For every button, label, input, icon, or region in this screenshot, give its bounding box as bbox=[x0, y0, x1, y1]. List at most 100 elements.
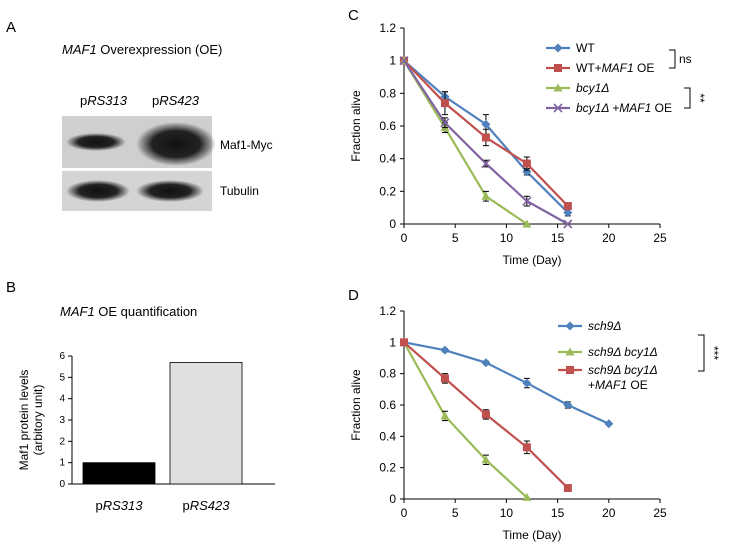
x-tick-label: 25 bbox=[653, 506, 667, 520]
x-tick-label: 15 bbox=[551, 231, 565, 245]
bar-y-tick-label: 5 bbox=[59, 372, 65, 383]
data-point bbox=[563, 208, 573, 218]
data-point bbox=[481, 159, 491, 169]
y-tick-label: 0.2 bbox=[379, 461, 396, 475]
data-point bbox=[481, 358, 491, 368]
panel-label-d: D bbox=[348, 287, 359, 304]
blot-band-maf1-lane2 bbox=[136, 122, 216, 166]
bar-y-tick-label: 0 bbox=[59, 479, 65, 490]
significance-label: *** bbox=[707, 346, 721, 360]
legend-marker bbox=[565, 347, 575, 356]
x-tick-label: 20 bbox=[602, 231, 616, 245]
data-point bbox=[481, 133, 490, 142]
data-point bbox=[481, 191, 491, 200]
significance-bracket bbox=[684, 87, 691, 109]
data-point bbox=[563, 400, 573, 410]
y-tick-label: 1.2 bbox=[379, 304, 396, 318]
data-point bbox=[400, 338, 408, 347]
y-tick-label: 0.4 bbox=[379, 429, 396, 443]
data-point bbox=[481, 455, 491, 464]
x-tick-label: 25 bbox=[653, 231, 667, 245]
bar-category-label: pRS423 bbox=[183, 498, 231, 513]
legend-marker bbox=[565, 321, 575, 331]
y-tick-label: 0.6 bbox=[379, 119, 396, 133]
y-tick-label: 1 bbox=[389, 335, 396, 349]
data-point bbox=[440, 374, 449, 383]
y-tick-label: 0 bbox=[389, 217, 396, 231]
x-tick-label: 10 bbox=[500, 506, 514, 520]
panel-label-a: A bbox=[6, 19, 16, 36]
legend-marker bbox=[553, 83, 563, 92]
legend-marker bbox=[554, 64, 562, 72]
x-axis-label: Time (Day) bbox=[503, 253, 562, 267]
series-line-2 bbox=[403, 341, 528, 499]
data-point bbox=[440, 345, 450, 355]
y-axis-label: Fraction alive bbox=[349, 90, 363, 162]
data-point bbox=[563, 484, 572, 493]
y-tick-label: 1.2 bbox=[379, 21, 396, 35]
x-axis-label: Time (Day) bbox=[503, 528, 562, 542]
x-tick-label: 15 bbox=[551, 506, 565, 520]
western-blot-panel: MAF1 Overexpression (OE) pRS313 pRS423 M… bbox=[62, 42, 273, 211]
x-tick-label: 0 bbox=[401, 231, 408, 245]
y-tick-label: 0.4 bbox=[379, 152, 396, 166]
bar-y-tick-label: 2 bbox=[59, 436, 65, 447]
y-axis-label: Fraction alive bbox=[349, 369, 363, 441]
data-point bbox=[399, 56, 409, 66]
bar-1 bbox=[82, 462, 156, 485]
blot-band-tubulin-lane2 bbox=[136, 180, 204, 202]
x-tick-label: 5 bbox=[452, 506, 459, 520]
data-point bbox=[563, 202, 572, 211]
y-tick-label: 1 bbox=[389, 54, 396, 68]
blot-lane-2-label: pRS423 bbox=[152, 93, 200, 108]
data-point bbox=[522, 378, 532, 388]
y-tick-label: 0.2 bbox=[379, 184, 396, 198]
x-tick-label: 20 bbox=[602, 506, 616, 520]
significance-bracket bbox=[698, 334, 705, 372]
data-point bbox=[440, 118, 450, 128]
data-point bbox=[522, 159, 531, 168]
blot-band-label-maf1: Maf1-Myc bbox=[220, 138, 273, 152]
significance-label: ns bbox=[679, 52, 692, 66]
bar-y-tick-label: 1 bbox=[59, 458, 65, 469]
legend-label: WT bbox=[576, 41, 595, 55]
significance-bracket bbox=[669, 49, 676, 69]
bar-2 bbox=[169, 361, 243, 485]
legend-label: sch9Δ bcy1Δ bbox=[588, 363, 658, 377]
data-point bbox=[440, 411, 450, 420]
y-tick-label: 0 bbox=[389, 492, 396, 506]
line-chart-survival-c: 0 0.2 0.4 0.6 0.8 1 1.2 0 5 10 15 20 25 Time (Day) Fra… bbox=[349, 21, 707, 267]
blot-band-label-tubulin: Tubulin bbox=[220, 184, 259, 198]
bar-y-axis-label: Maf1 protein levels(arbitory unit) bbox=[17, 370, 45, 471]
line-chart-survival-d: 0 0.2 0.4 0.6 0.8 1 1.2 0 5 10 15 20 25 Time (Day) Fra… bbox=[349, 304, 721, 542]
x-tick-label: 5 bbox=[452, 231, 459, 245]
bar-y-tick-label: 6 bbox=[59, 351, 65, 362]
bar-y-tick-label: 3 bbox=[59, 415, 65, 426]
bar-chart-title: MAF1 OE quantification bbox=[60, 304, 197, 319]
data-point bbox=[522, 492, 532, 501]
data-point bbox=[522, 219, 532, 228]
y-tick-label: 0.8 bbox=[379, 367, 396, 381]
data-point bbox=[440, 99, 449, 108]
data-point bbox=[563, 219, 573, 229]
legend-label: sch9Δ bcy1Δ bbox=[588, 345, 658, 359]
blot-band-tubulin-lane1 bbox=[66, 180, 130, 202]
y-tick-label: 0.6 bbox=[379, 398, 396, 412]
series-line-1 bbox=[403, 341, 610, 425]
blot-band-maf1-lane1 bbox=[66, 133, 126, 151]
blot-lane-1-label: pRS313 bbox=[80, 93, 128, 108]
data-point bbox=[522, 167, 532, 177]
bar-category-label: pRS313 bbox=[96, 498, 144, 513]
significance-label: ** bbox=[693, 93, 707, 103]
legend-marker bbox=[553, 43, 563, 53]
legend-label: bcy1Δ bbox=[576, 81, 609, 95]
series-line-3 bbox=[403, 60, 528, 225]
bar-chart-maf1-quantification: MAF1 OE quantification 0 1 2 3 4 5 6 pRS313 pRS42… bbox=[17, 304, 275, 513]
legend-label: WT+MAF1 OE bbox=[576, 61, 654, 75]
data-point bbox=[481, 119, 491, 129]
legend-label: sch9Δ bbox=[588, 319, 621, 333]
y-tick-label: 0.8 bbox=[379, 86, 396, 100]
panel-label-c: C bbox=[348, 7, 359, 24]
legend-marker bbox=[566, 366, 574, 374]
